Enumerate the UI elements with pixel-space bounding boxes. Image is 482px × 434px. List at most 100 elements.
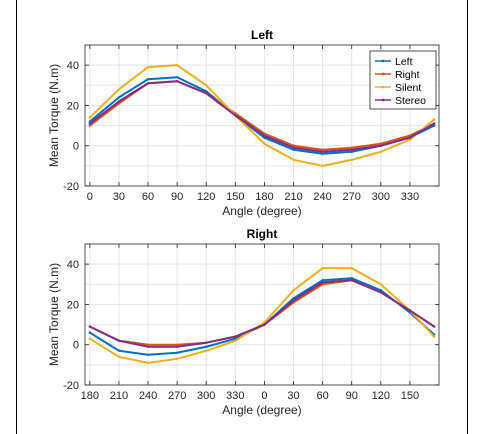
chart2-x-tick-label: 90 (346, 390, 358, 402)
chart2-series-stereo-point (205, 341, 208, 344)
chart2-y-tick-label: 0 (73, 340, 79, 352)
legend-marker-right (381, 72, 385, 76)
chart1-series-stereo-point (88, 122, 92, 125)
chart1-series-stereo-point (205, 92, 208, 95)
chart2-x-tick-label: 300 (197, 390, 215, 402)
chart1-series-right-point (321, 148, 324, 151)
chart2-series-silent-point (321, 266, 324, 270)
chart1-series-left-point (175, 76, 179, 79)
chart2-series-silent-point (350, 266, 353, 270)
chart1-series-silent-point (88, 116, 92, 119)
chart2-series-left-point (350, 277, 353, 280)
chart2-series-silent-point (379, 283, 383, 286)
chart2-series-stereo-point (350, 279, 353, 282)
chart1-series-stereo-point (234, 114, 237, 117)
legend-marker-silent (381, 85, 385, 89)
chart1-x-tick-label: 330 (401, 191, 419, 203)
chart2-axes-box (84, 243, 440, 386)
chart1-series-right-point (292, 144, 295, 147)
chart1-x-tick-label: 150 (226, 191, 244, 203)
chart2-x-tick-label: 330 (226, 390, 244, 402)
chart2-series-left-point (205, 345, 208, 348)
chart1-x-tick-label: 300 (372, 191, 390, 203)
chart2-series-silent-point (234, 339, 237, 342)
legend-label-left: Left (395, 56, 413, 68)
chart2-series-left-point (379, 289, 383, 292)
chart1-series-stereo-point (350, 148, 353, 151)
chart2-x-tick-label: 210 (110, 390, 128, 402)
chart2-plot-area (85, 244, 439, 385)
chart1-series-silent-point (408, 138, 412, 141)
chart2-series-silent-point (292, 289, 295, 292)
chart1-series-silent-point (350, 158, 353, 162)
chart1-series-left-point (146, 78, 150, 81)
chart1-series-stereo-point (146, 82, 150, 85)
chart1-series-silent-point (432, 118, 436, 121)
chart2-series-stereo-point (379, 291, 383, 294)
chart2-series-left-point (88, 331, 92, 334)
chart1-series-silent-point (292, 158, 295, 162)
chart1-series-stereo-point (117, 100, 121, 103)
chart2-series-stereo-point (234, 335, 237, 338)
chart1-series-left-point (350, 150, 353, 153)
legend-marker-stereo (381, 98, 385, 102)
chart2-y-tick-label: 40 (67, 259, 79, 271)
chart2-series-stereo-point (321, 281, 324, 284)
chart2-x-tick-label: 270 (168, 390, 186, 402)
chart1-series-silent-point (379, 150, 383, 153)
chart2-series-right-point (175, 343, 179, 346)
chart1-series-stereo-point (321, 150, 324, 153)
chart1-x-tick-label: 0 (87, 191, 93, 203)
chart2-series-stereo-point (146, 345, 150, 348)
chart1-series-right-point (350, 146, 353, 149)
chart1-x-tick-label: 60 (142, 191, 154, 203)
chart1-series-right-point (88, 124, 92, 127)
chart1-series-left-point (117, 96, 121, 99)
chart1-y-tick-label: 0 (73, 141, 79, 153)
chart1-series-silent-point (175, 63, 179, 67)
chart2-series-silent-point (117, 355, 121, 358)
chart1-y-tick-label: 40 (67, 60, 79, 72)
chart1-title: Left (251, 28, 273, 42)
chart2-x-tick-label: 180 (81, 390, 99, 402)
chart1-series-right-point (379, 142, 383, 145)
chart2-series-silent-point (205, 349, 208, 352)
frame-right-rule (467, 0, 468, 434)
chart1-series-left-point (321, 152, 324, 155)
chart1-x-tick-label: 90 (171, 191, 183, 203)
legend-label-stereo: Stereo (395, 95, 426, 107)
chart1-series-stereo-point (432, 122, 436, 125)
chart1-series-stereo-point (379, 144, 383, 147)
chart1-series-stereo-point (263, 134, 266, 137)
chart1-x-tick-label: 120 (197, 191, 215, 203)
chart2-y-tick-label: 20 (67, 299, 79, 311)
chart1-series-stereo-point (408, 136, 412, 139)
chart2-series-silent-point (146, 361, 150, 365)
chart1-series-stereo-point (175, 80, 179, 83)
chart1-x-tick-label: 270 (343, 191, 361, 203)
legend-marker-left (381, 59, 385, 63)
chart2-series-left-point (117, 349, 121, 352)
chart2-x-tick-label: 120 (372, 390, 390, 402)
legend-label-right: Right (395, 69, 420, 81)
chart2-series-right-point (146, 343, 150, 346)
chart1-x-tick-label: 180 (255, 191, 273, 203)
chart2-x-tick-label: 0 (261, 390, 267, 402)
chart1-series-left-point (292, 148, 295, 151)
chart1-y-tick-label: -20 (63, 181, 79, 193)
chart2-series-stereo-point (88, 325, 92, 328)
chart2-series-stereo-point (292, 299, 295, 302)
chart1-series-silent-point (263, 142, 266, 145)
chart2-series-stereo-point (408, 309, 412, 312)
chart1-series-silent-point (321, 164, 324, 168)
chart1-series-left-point (263, 136, 266, 139)
chart1-series-silent-point (117, 88, 121, 91)
chart2-series-stereo-point (432, 325, 436, 328)
chart2-y-tick-label: -20 (63, 380, 79, 392)
chart1-series-silent-point (205, 84, 208, 87)
chart1-series-stereo-point (292, 146, 295, 149)
chart2-x-tick-label: 30 (287, 390, 299, 402)
chart2-series-stereo-point (117, 339, 121, 342)
